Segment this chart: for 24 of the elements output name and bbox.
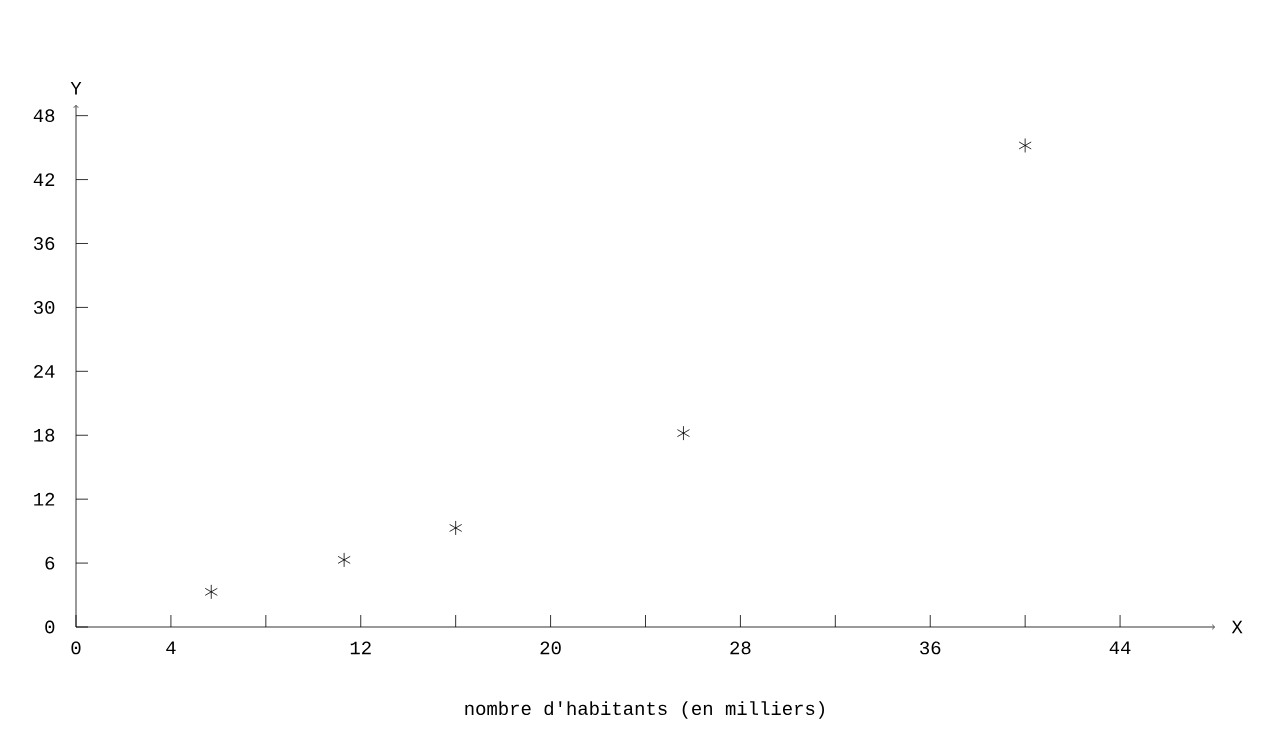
y-tick-label: 48 <box>33 109 55 123</box>
x-tick-label: 36 <box>920 641 941 655</box>
y-tick-label: 6 <box>45 556 55 570</box>
x-tick-label: 4 <box>166 641 176 654</box>
text: X <box>1231 620 1243 634</box>
point <box>337 552 351 568</box>
x-tick-label: 44 <box>1109 641 1131 654</box>
x-axis-title: nombre d'habitants (en milliers) <box>465 701 824 719</box>
y-tick-label: 30 <box>33 300 55 314</box>
y-tick-label: 12 <box>34 492 55 506</box>
x-tick-label: 20 <box>540 641 561 655</box>
point <box>676 425 690 441</box>
text: Y <box>70 82 82 95</box>
point <box>449 520 463 536</box>
y-tick-label: 0 <box>45 620 55 634</box>
y-tick-label: 24 <box>34 365 55 378</box>
x-tick-label: 28 <box>730 641 751 655</box>
y-tick-label: 36 <box>33 237 55 250</box>
point <box>204 584 218 600</box>
y-tick-label: 42 <box>33 173 55 186</box>
x-tick-label: 12 <box>350 641 371 655</box>
y-tick-label: 18 <box>34 428 55 442</box>
point <box>1018 138 1032 153</box>
x-tick-label: 0 <box>71 641 81 655</box>
